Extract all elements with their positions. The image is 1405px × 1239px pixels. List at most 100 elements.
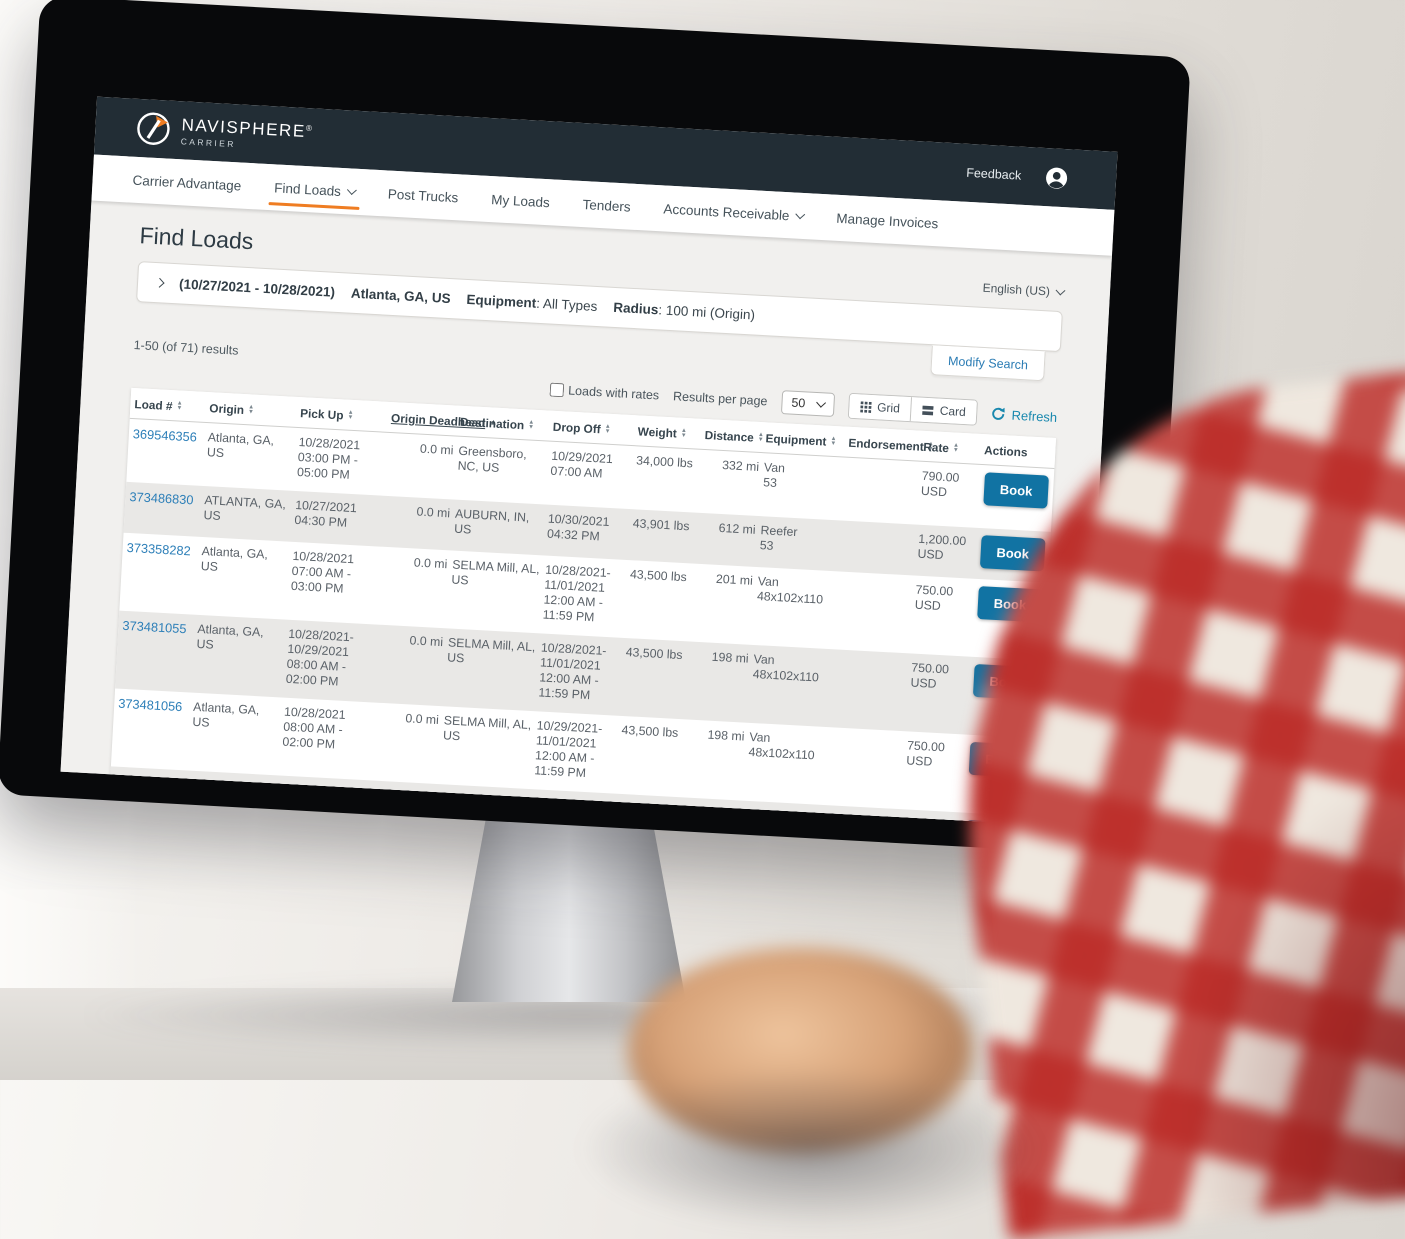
column-header-rate[interactable]: Rate ▲ ▼: [923, 440, 980, 457]
cell-destination: SELMA Mill, AL, US: [438, 791, 528, 822]
load-number-link[interactable]: 373481056: [117, 695, 183, 715]
column-header-pick-up[interactable]: Pick Up ▲ ▼: [300, 406, 387, 425]
loads-table: Load # ▲ ▼ Origin ▲ ▼ Pick Up ▲ ▼ Origin Deadhead…: [107, 387, 1057, 827]
nav-item-manage-invoices[interactable]: Manage Invoices: [835, 195, 939, 246]
cell-weight: 43,500 lbs: [625, 645, 683, 663]
cell-destination: AUBURN, IN, US: [453, 506, 530, 537]
column-header-actions: Actions: [984, 443, 1051, 461]
column-header-load[interactable]: Load # ▲ ▼: [134, 397, 205, 415]
cell-pickup: 10/28/2021- 10/29/2021 08:00 AM - 02:00 …: [285, 626, 355, 689]
results-per-page-select[interactable]: 50: [780, 390, 835, 417]
cell-weight: 43,500 lbs: [617, 800, 675, 818]
cell-origin: Atlanta, GA, US: [206, 430, 275, 461]
cell-endorsement: [826, 812, 898, 827]
cell-distance: 332 mi: [721, 457, 760, 474]
page-content: Find Loads English (US) (10/27/2021 - 10…: [60, 200, 1112, 827]
person-hand: [578, 948, 1043, 1231]
language-selector[interactable]: English (US): [982, 280, 1066, 299]
cell-equipment: Reefer 53: [759, 523, 798, 553]
cell-distance: 201 mi: [715, 571, 754, 588]
sort-icon: ▲ ▼: [952, 442, 960, 454]
load-number-link[interactable]: 373486830: [129, 488, 194, 508]
sort-down-glyph: ▼: [176, 405, 183, 412]
sort-down-glyph: ▼: [680, 432, 687, 440]
column-header-label: Distance: [704, 428, 755, 445]
navisphere-logo[interactable]: NAVISPHERE® CARRIER: [134, 110, 312, 155]
refresh-button[interactable]: Refresh: [991, 406, 1058, 425]
column-header-endorsement[interactable]: Endorsement ▲ ▼: [848, 436, 934, 454]
cell-actions: Book: [981, 472, 1049, 521]
cell-origin-deadhead: 0.0 mi: [400, 789, 436, 805]
cell-rate: 750.00 USD: [914, 582, 954, 614]
sort-icon: ▲ ▼: [248, 404, 255, 415]
column-header-label: Origin: [209, 401, 245, 418]
cell-pickup: 10/28/2021 08:00 AM - 02:00 PM: [282, 704, 346, 752]
column-header-label: Pick Up: [299, 406, 344, 423]
nav-item-carrier-advantage[interactable]: Carrier Advantage: [131, 157, 242, 209]
column-header-distance[interactable]: Distance ▲ ▼: [704, 428, 764, 445]
page-title: Find Loads: [138, 222, 255, 255]
loads-with-rates-label: Loads with rates: [567, 383, 660, 403]
cell-weight: 43,500 lbs: [629, 567, 688, 585]
cell-origin-deadhead: 0.0 mi: [416, 504, 451, 521]
nav-item-label: Find Loads: [273, 179, 342, 199]
load-number-link[interactable]: 369546356: [132, 426, 198, 445]
nav-item-find-loads[interactable]: Find Loads: [273, 164, 357, 214]
cell-pickup: 10/27/2021 10:00 AM - 03:30 PM: [277, 782, 342, 827]
cell-rate: 1,200.00 USD: [917, 531, 967, 563]
cell-origin: Atlanta, GA, US: [196, 621, 265, 652]
chevron-right-icon[interactable]: [154, 277, 165, 288]
equipment-label: Equipment: [466, 291, 537, 311]
account-icon[interactable]: [1045, 166, 1069, 190]
column-header-drop-off[interactable]: Drop Off ▲ ▼: [553, 420, 634, 438]
column-header-origin-deadhead[interactable]: Origin Deadhead ▲: [391, 411, 498, 430]
column-header-equipment[interactable]: Equipment ▲ ▼: [765, 431, 844, 449]
summary-radius: Radius: 100 mi (Origin): [613, 300, 755, 323]
language-label: English (US): [982, 280, 1051, 299]
nav-item-tenders[interactable]: Tenders: [581, 181, 631, 230]
grid-view-button[interactable]: Grid: [848, 393, 912, 422]
radius-label: Radius: [612, 299, 659, 318]
cell-destination: SELMA Mill, AL, US: [451, 557, 541, 588]
column-header-origin[interactable]: Origin ▲ ▼: [209, 401, 296, 420]
app-screen: NAVISPHERE® CARRIER Feedback Carrier Adv…: [60, 96, 1118, 827]
cell-origin-deadhead: 0.0 mi: [413, 555, 448, 572]
load-number-link[interactable]: 373358282: [126, 539, 192, 559]
loads-with-rates-checkbox[interactable]: [549, 382, 565, 398]
load-number-link[interactable]: 373481055: [122, 617, 187, 637]
cell-pickup: 10/28/2021 03:00 PM - 05:00 PM: [296, 435, 361, 482]
feedback-link[interactable]: Feedback: [965, 165, 1022, 183]
cell-dropoff: 10/28/2021- 10/29/2021 07:00 AM: [531, 796, 599, 827]
sort-down-glyph: ▼: [952, 447, 959, 454]
radius-value: : 100 mi (Origin): [657, 302, 756, 323]
cell-equipment: Van 48x102x110: [744, 807, 811, 827]
nav-item-my-loads[interactable]: My Loads: [490, 176, 551, 225]
cell-distance: 198 mi: [702, 805, 741, 822]
cell-origin: Atlanta, GA, US: [200, 543, 269, 574]
column-header-destination[interactable]: Destination ▲ ▼: [460, 415, 549, 434]
book-button[interactable]: Book: [983, 472, 1049, 509]
column-header-label: Endorsement: [848, 435, 925, 454]
cell-origin-deadhead: 0.0 mi: [405, 711, 440, 728]
cell-dropoff: 10/28/2021- 11/01/2021 12:00 AM - 11:59 …: [542, 562, 612, 625]
nav-item-post-trucks[interactable]: Post Trucks: [387, 171, 460, 221]
cell-destination: SELMA Mill, AL, US: [442, 713, 532, 744]
equipment-value: : All Types: [535, 295, 598, 314]
nav-item-label: Accounts Receivable: [663, 200, 790, 223]
cell-origin: ATLANTA, GA, US: [203, 493, 287, 523]
sort-down-glyph: ▼: [604, 428, 611, 435]
sort-down-glyph: ▼: [830, 440, 837, 448]
column-header-label: Drop Off: [552, 419, 602, 437]
grid-label: Grid: [876, 400, 901, 416]
cell-distance: 198 mi: [711, 649, 750, 666]
column-header-weight[interactable]: Weight ▲ ▼: [637, 424, 700, 441]
monitor-frame: NAVISPHERE® CARRIER Feedback Carrier Adv…: [0, 0, 1191, 857]
registered-mark: ®: [305, 123, 313, 133]
card-view-button[interactable]: Card: [910, 397, 978, 425]
nav-item-accounts-receivable[interactable]: Accounts Receivable: [662, 185, 805, 239]
cell-rate: 790.00 USD: [920, 468, 960, 500]
load-number-link[interactable]: 373514614: [113, 773, 179, 793]
grid-icon: [859, 400, 872, 413]
modify-search-link[interactable]: Modify Search: [930, 345, 1046, 382]
chevron-down-icon: [1055, 285, 1066, 296]
